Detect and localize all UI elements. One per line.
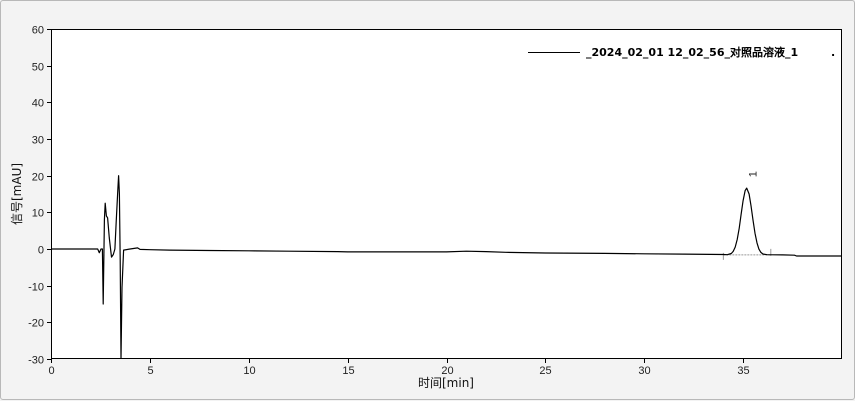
series-line xyxy=(51,175,842,359)
y-tick-label: 30 xyxy=(32,135,44,147)
x-tick-label: 10 xyxy=(243,365,255,377)
x-tick-label: 0 xyxy=(48,365,54,377)
x-tick-label: 15 xyxy=(342,365,354,377)
legend-label: _2024_02_01 12_02_56_对照品溶液_1 xyxy=(586,45,798,59)
x-tick-label: 30 xyxy=(638,365,650,377)
y-tick-label: -20 xyxy=(28,318,44,330)
plot-frame xyxy=(51,29,842,359)
y-tick-label: 60 xyxy=(32,25,44,37)
y-tick-label: 50 xyxy=(32,62,44,74)
y-tick-label: 0 xyxy=(38,245,44,257)
y-axis-title: 信号[mAU] xyxy=(10,163,24,225)
x-tick-label: 35 xyxy=(737,365,749,377)
peak-label: 1 xyxy=(748,171,760,177)
legend: _2024_02_01 12_02_56_对照品溶液_1 . xyxy=(528,45,835,59)
plot-area xyxy=(51,29,842,359)
x-tick-label: 20 xyxy=(441,365,453,377)
x-axis-title: 时间[min] xyxy=(418,376,474,390)
legend-marker: . xyxy=(831,46,835,59)
y-tick-label: -10 xyxy=(28,282,44,294)
x-tick-label: 5 xyxy=(147,365,153,377)
y-tick-label: 10 xyxy=(32,208,44,220)
x-tick-label: 25 xyxy=(539,365,551,377)
y-tick-label: 20 xyxy=(32,172,44,184)
y-tick-label: 40 xyxy=(32,98,44,110)
y-tick-label: -30 xyxy=(28,355,44,367)
